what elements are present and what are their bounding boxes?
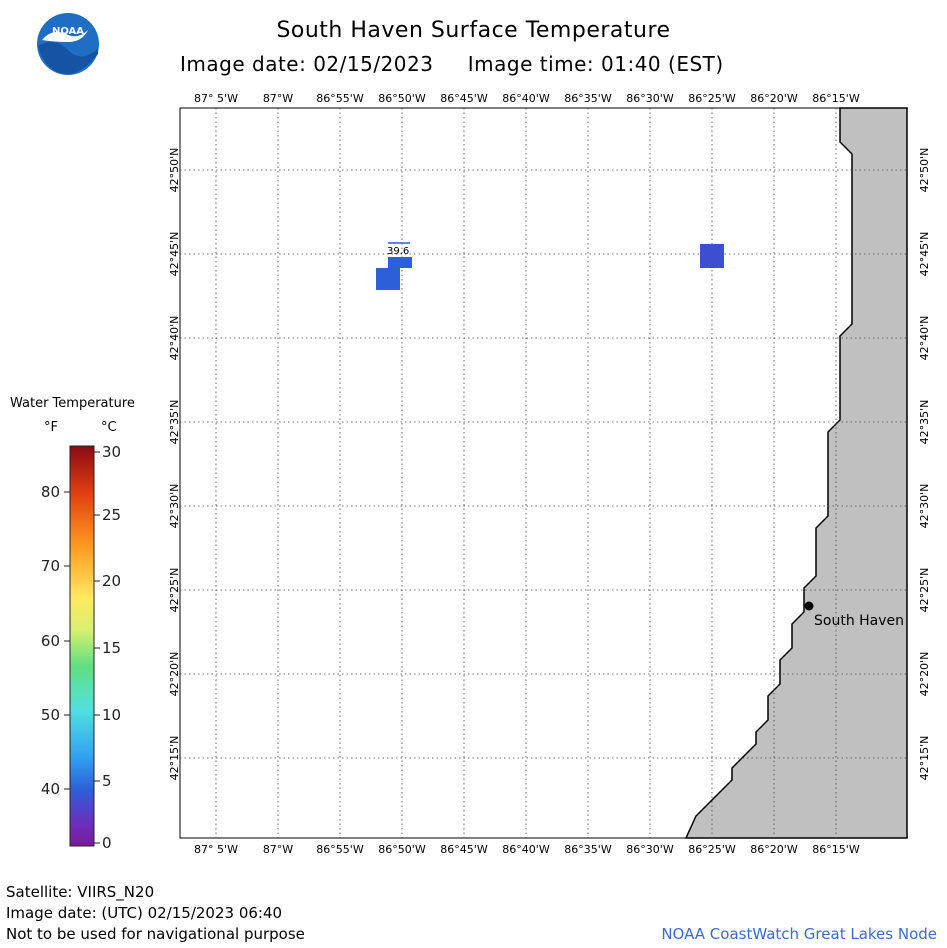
sample-temperature-label: 39.6 — [387, 246, 409, 257]
longitude-label-bottom: 87° 5'W — [194, 843, 238, 856]
longitude-label-bottom: 86°15'W — [812, 843, 860, 856]
latitude-label-left: 42°35'N — [168, 400, 181, 445]
legend-unit-c: °C — [101, 420, 117, 435]
legend-f-tick-label: 70 — [40, 557, 60, 575]
latitude-label-right: 42°20'N — [918, 652, 931, 697]
legend-unit-f: °F — [44, 420, 58, 435]
latitude-label-right: 42°35'N — [918, 400, 931, 445]
latitude-label-left: 42°20'N — [168, 652, 181, 697]
longitude-label-top: 86°25'W — [688, 92, 736, 105]
map-title: South Haven Surface Temperature — [276, 18, 671, 43]
longitude-label-bottom: 86°30'W — [626, 843, 674, 856]
legend-title: Water Temperature — [10, 396, 135, 411]
temperature-pixel — [376, 268, 400, 290]
longitude-label-top: 86°55'W — [316, 92, 364, 105]
noaa-logo-icon: NOAA — [36, 12, 100, 80]
longitude-label-top: 86°35'W — [564, 92, 612, 105]
footer-note: Not to be used for navigational purpose — [6, 925, 305, 943]
footer-credit: NOAA CoastWatch Great Lakes Node — [661, 925, 937, 943]
legend-f-tick-label: 40 — [40, 780, 60, 798]
land-area — [684, 107, 908, 839]
longitude-label-top: 86°20'W — [750, 92, 798, 105]
longitude-label-top: 86°40'W — [502, 92, 550, 105]
latitude-label-right: 42°15'N — [918, 736, 931, 781]
longitude-label-bottom: 86°20'W — [750, 843, 798, 856]
latitude-label-right: 42°30'N — [918, 484, 931, 529]
latitude-label-left: 42°50'N — [168, 148, 181, 193]
legend-c-tick-label: 20 — [102, 572, 122, 590]
longitude-labels: 87° 5'W 87° 5'W 87°W 87°W 86°55'W 86°55'W 86°5… — [194, 92, 860, 856]
legend-f-tick-label: 80 — [40, 483, 60, 501]
footer-satellite: Satellite: VIIRS_N20 — [6, 883, 155, 901]
legend-color-bar — [69, 445, 95, 847]
legend-c-tick-label: 15 — [102, 639, 122, 657]
longitude-label-bottom: 86°25'W — [688, 843, 736, 856]
city-marker — [804, 601, 814, 611]
footer-utc-date: Image date: (UTC) 02/15/2023 06:40 — [6, 904, 283, 922]
latitude-label-left: 42°25'N — [168, 568, 181, 613]
legend-ticks — [64, 451, 100, 844]
temperature-pixel — [700, 244, 724, 268]
latitude-label-right: 42°45'N — [918, 232, 931, 277]
longitude-label-top: 86°30'W — [626, 92, 674, 105]
latitude-label-left: 42°40'N — [168, 316, 181, 361]
grid-lines — [180, 108, 907, 838]
legend-c-tick-label: 30 — [102, 443, 122, 461]
longitude-label-bottom: 86°50'W — [378, 843, 426, 856]
longitude-label-bottom: 86°45'W — [440, 843, 488, 856]
latitude-label-left: 42°30'N — [168, 484, 181, 529]
latitude-label-right: 42°40'N — [918, 316, 931, 361]
longitude-label-top: 87°W — [263, 92, 293, 105]
legend-c-tick-label: 10 — [102, 706, 122, 724]
latitude-label-right: 42°25'N — [918, 568, 931, 613]
logo-text: NOAA — [52, 26, 84, 37]
legend-c-tick-label: 0 — [102, 834, 112, 852]
longitude-label-bottom: 86°55'W — [316, 843, 364, 856]
longitude-label-top: 87° 5'W — [194, 92, 238, 105]
legend-c-tick-label: 5 — [102, 772, 112, 790]
latitude-labels: 42°50'N 42°50'N 42°45'N 42°45'N 42°40'N 42°40… — [168, 148, 931, 781]
longitude-label-bottom: 86°35'W — [564, 843, 612, 856]
map-subtitle: Image date: 02/15/2023 Image time: 01:40… — [180, 52, 724, 76]
longitude-label-top: 86°45'W — [440, 92, 488, 105]
latitude-label-left: 42°45'N — [168, 232, 181, 277]
legend-f-tick-label: 50 — [40, 706, 60, 724]
longitude-label-top: 86°50'W — [378, 92, 426, 105]
legend-c-tick-label: 25 — [102, 506, 122, 524]
city-label: South Haven — [814, 613, 904, 629]
latitude-label-right: 42°50'N — [918, 148, 931, 193]
latitude-label-left: 42°15'N — [168, 736, 181, 781]
longitude-label-bottom: 86°40'W — [502, 843, 550, 856]
longitude-label-bottom: 87°W — [263, 843, 293, 856]
legend-f-tick-label: 60 — [40, 632, 60, 650]
longitude-label-top: 86°15'W — [812, 92, 860, 105]
temperature-pixel — [388, 257, 412, 268]
